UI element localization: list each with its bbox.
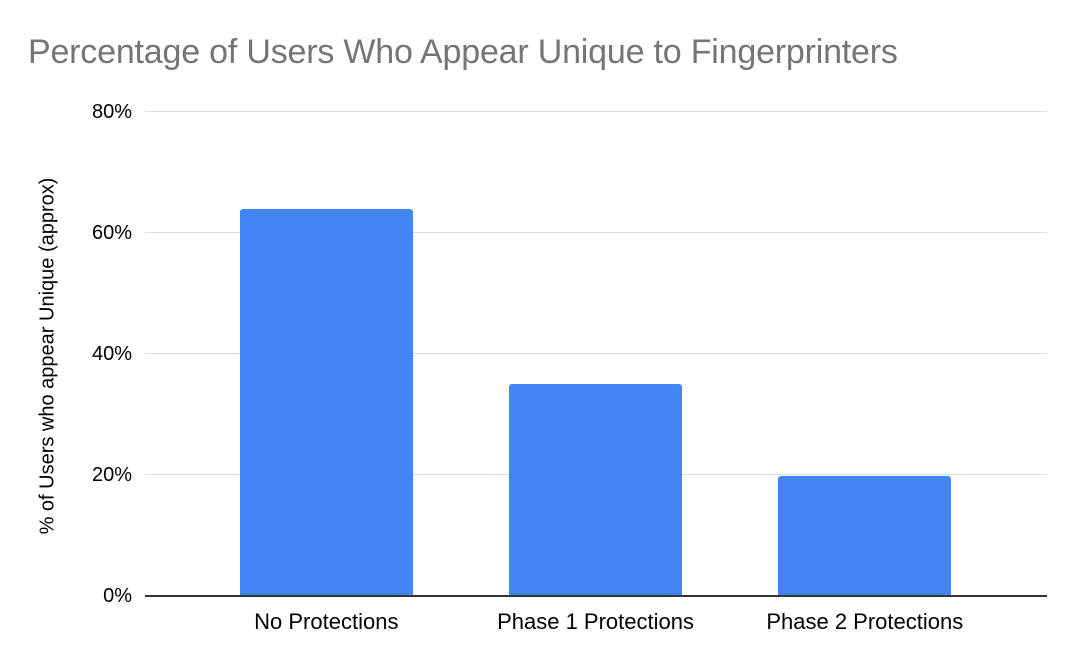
bar-phase-1-protections (508, 384, 683, 596)
x-tick-label-phase-1-protections: Phase 1 Protections (497, 609, 694, 634)
gridline-40 (145, 353, 1047, 354)
gridline-80 (145, 111, 1047, 112)
plot-area: 0% 20% 40% 60% 80% No Protections Phase 1 Prot… (92, 101, 1047, 634)
y-tick-label-0: 0% (103, 585, 132, 607)
chart-title: Percentage of Users Who Appear Unique to… (28, 33, 898, 71)
y-tick-label-40: 40% (91, 343, 132, 365)
y-tick-label-60: 60% (91, 222, 132, 244)
bar-no-protections (239, 208, 413, 596)
gridline-60 (145, 232, 1047, 233)
x-tick-label-no-protections: No Protections (254, 609, 399, 634)
x-tick-label-phase-2-protections: Phase 2 Protections (766, 609, 964, 634)
y-tick-label-20: 20% (91, 464, 132, 486)
y-axis-title: % of Users who appear Unique (approx) (36, 177, 59, 535)
x-axis-line (145, 595, 1047, 597)
y-tick-label-80: 80% (91, 101, 132, 123)
bar-phase-2-protections (778, 476, 952, 596)
